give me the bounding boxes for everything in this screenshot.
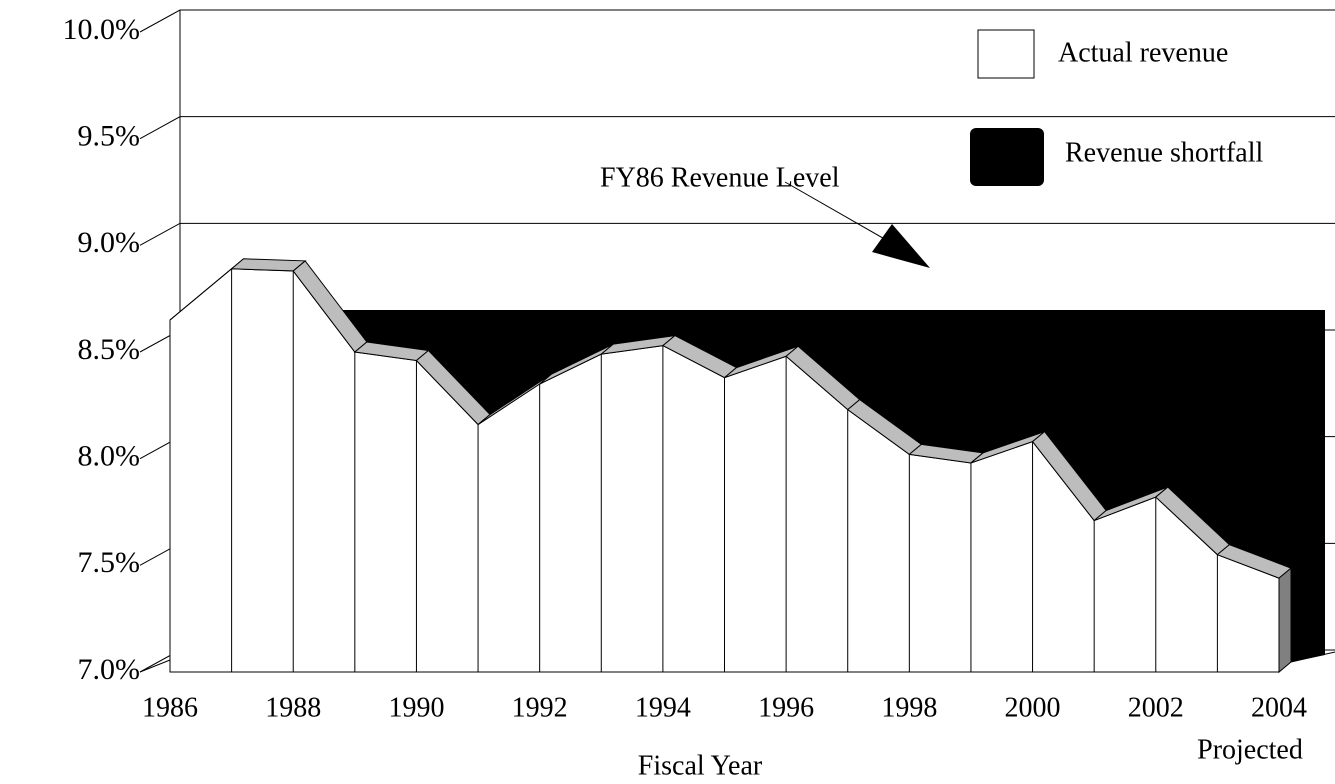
floor-edge bbox=[1290, 651, 1335, 663]
y-tick-label: 9.0% bbox=[78, 226, 141, 259]
y-tick-label: 10.0% bbox=[63, 13, 141, 46]
shortfall-area bbox=[182, 310, 1325, 662]
x-tick-label: 1990 bbox=[388, 692, 444, 723]
annotation-arrowhead bbox=[872, 224, 930, 268]
x-tick-label: 2002 bbox=[1128, 692, 1184, 723]
y-tick-label: 8.0% bbox=[78, 440, 141, 473]
side-face bbox=[1278, 567, 1292, 674]
y-tick-label: 7.5% bbox=[78, 546, 141, 579]
floor-edge bbox=[139, 659, 171, 673]
legend-swatch bbox=[977, 29, 1035, 79]
annotation: FY86 Revenue Level bbox=[600, 162, 840, 193]
x-tick-label: 1986 bbox=[142, 692, 198, 723]
x-tick-label: 1996 bbox=[758, 692, 814, 723]
y-tick-label: 7.0% bbox=[78, 653, 141, 686]
note: Projected bbox=[1197, 734, 1303, 765]
ridge bbox=[230, 258, 307, 272]
x-axis-title: Fiscal Year bbox=[638, 750, 763, 781]
y-tick-label: 9.5% bbox=[78, 120, 141, 153]
grid-line bbox=[139, 9, 1335, 33]
x-tick-label: 1992 bbox=[512, 692, 568, 723]
legend-label: Revenue shortfall bbox=[1065, 137, 1263, 168]
grid-line bbox=[139, 116, 1335, 140]
grid-line bbox=[139, 222, 1335, 246]
x-tick-label: 1998 bbox=[881, 692, 937, 723]
x-tick-label: 2000 bbox=[1005, 692, 1061, 723]
x-tick-label: 1988 bbox=[265, 692, 321, 723]
annotation-arrow bbox=[784, 181, 896, 246]
legend-swatch bbox=[970, 128, 1044, 186]
x-tick-label: 1994 bbox=[635, 692, 691, 723]
legend-label: Actual revenue bbox=[1058, 37, 1228, 68]
x-tick-label: 2004 bbox=[1251, 692, 1307, 723]
y-tick-label: 8.5% bbox=[78, 333, 141, 366]
